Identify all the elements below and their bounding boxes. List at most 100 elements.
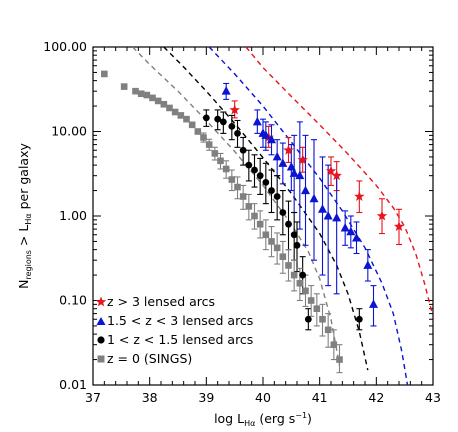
- fit-curve: [132, 47, 341, 366]
- data-point-square: [245, 203, 253, 210]
- data-point-triangle: [221, 86, 231, 95]
- legend-label: z = 0 (SINGS): [107, 351, 192, 366]
- data-point-circle: [245, 161, 253, 169]
- y-tick-label: 1.00: [59, 208, 87, 223]
- data-point-star: [331, 170, 342, 181]
- data-point-star: [229, 104, 240, 115]
- y-tick-label: 100.00: [43, 39, 87, 54]
- data-point-square: [302, 287, 309, 295]
- data-point-circle: [355, 315, 363, 323]
- data-point-square: [336, 356, 343, 363]
- data-point-square: [307, 297, 315, 304]
- data-point-circle: [290, 231, 298, 239]
- x-tick-label: 41: [312, 390, 328, 405]
- data-point-square: [188, 121, 196, 129]
- data-point-square: [290, 271, 298, 279]
- x-axis-label-subscript: Hα: [244, 419, 255, 428]
- data-point-square: [200, 134, 207, 141]
- legend-marker-gray-square: [97, 355, 105, 363]
- data-point-triangle: [309, 193, 319, 203]
- data-point-triangle: [278, 158, 288, 167]
- data-point-triangle: [323, 211, 333, 220]
- data-point-square: [166, 104, 173, 112]
- data-point-square: [143, 91, 151, 99]
- legend-entry-1p5-z-3: 1.5 < z < 3 lensed arcs: [96, 313, 253, 328]
- data-point-star: [325, 165, 337, 176]
- data-point-triangle: [352, 232, 361, 242]
- y-tick-label: 10.00: [51, 124, 87, 139]
- y-axis-label-subscript-regions: regions: [24, 250, 33, 279]
- data-point-triangle: [346, 226, 356, 236]
- x-axis-label: log LHα (erg s−1): [214, 411, 312, 428]
- data-point-square: [154, 97, 162, 105]
- data-point-square: [101, 70, 108, 78]
- data-point-triangle: [252, 116, 262, 126]
- data-point-triangle: [340, 223, 350, 232]
- data-point-circle: [256, 172, 264, 180]
- data-point-square: [149, 94, 156, 102]
- legend-entry-z-gt-3: z > 3 lensed arcs: [95, 294, 215, 309]
- data-point-square: [319, 315, 326, 323]
- legend-marker-blue-triangle: [96, 317, 106, 325]
- y-tick-label: 0.10: [59, 293, 87, 308]
- data-point-triangle: [301, 185, 310, 195]
- data-point-square: [120, 83, 128, 90]
- data-point-circle: [219, 118, 227, 126]
- x-tick-label: 43: [425, 390, 441, 405]
- data-point-triangle: [318, 204, 327, 213]
- data-point-star: [283, 144, 294, 155]
- legend-marker-black-circle: [97, 336, 105, 344]
- data-point-triangle: [369, 299, 378, 308]
- data-point-star: [393, 221, 405, 231]
- data-point-square: [171, 108, 179, 116]
- data-point-triangle: [272, 151, 282, 161]
- data-point-circle: [268, 187, 275, 194]
- data-point-circle: [234, 129, 241, 137]
- data-point-circle: [214, 115, 222, 123]
- data-point-square: [234, 183, 241, 191]
- data-point-square: [279, 253, 287, 260]
- data-point-triangle: [289, 168, 299, 177]
- x-tick-label: 39: [198, 390, 214, 405]
- data-point-circle: [279, 209, 287, 216]
- data-point-square: [330, 341, 338, 348]
- data-point-square: [222, 165, 230, 173]
- legend-label: z > 3 lensed arcs: [107, 294, 215, 309]
- data-point-square: [256, 220, 264, 228]
- x-tick-label: 42: [368, 390, 384, 405]
- legend-entry-sings: z = 0 (SINGS): [97, 351, 192, 366]
- data-point-square: [239, 193, 247, 200]
- data-point-square: [132, 87, 139, 95]
- x-tick-label: 40: [255, 390, 271, 405]
- data-point-square: [211, 150, 219, 157]
- data-point-triangle: [332, 212, 342, 222]
- x-tick-label: 37: [85, 390, 101, 405]
- data-point-square: [194, 128, 202, 135]
- data-point-star: [297, 154, 308, 165]
- data-point-triangle: [261, 130, 271, 139]
- data-point-square: [296, 279, 304, 287]
- legend: z > 3 lensed arcs 1.5 < z < 3 lensed arc…: [95, 294, 253, 366]
- data-point-triangle: [295, 170, 305, 180]
- data-point-circle: [285, 220, 292, 228]
- data-point-square: [205, 141, 213, 148]
- y-axis-label-subscript-halpha: Hα: [24, 213, 33, 224]
- legend-label: 1.5 < z < 3 lensed arcs: [107, 313, 253, 328]
- data-point-triangle: [267, 134, 276, 144]
- data-point-circle: [304, 315, 312, 323]
- data-point-circle: [273, 193, 281, 200]
- data-point-square: [324, 326, 332, 334]
- data-point-square: [228, 176, 236, 183]
- legend-marker-red-star: [95, 296, 107, 307]
- data-point-square: [217, 157, 224, 165]
- data-point-square: [285, 262, 292, 269]
- data-point-square: [137, 90, 145, 98]
- data-point-circle: [299, 271, 307, 279]
- data-point-circle: [293, 241, 301, 249]
- data-point-star: [354, 191, 365, 201]
- data-point-square: [262, 231, 270, 239]
- data-point-square: [160, 100, 168, 108]
- data-point-square: [313, 305, 321, 312]
- data-point-square: [251, 212, 258, 220]
